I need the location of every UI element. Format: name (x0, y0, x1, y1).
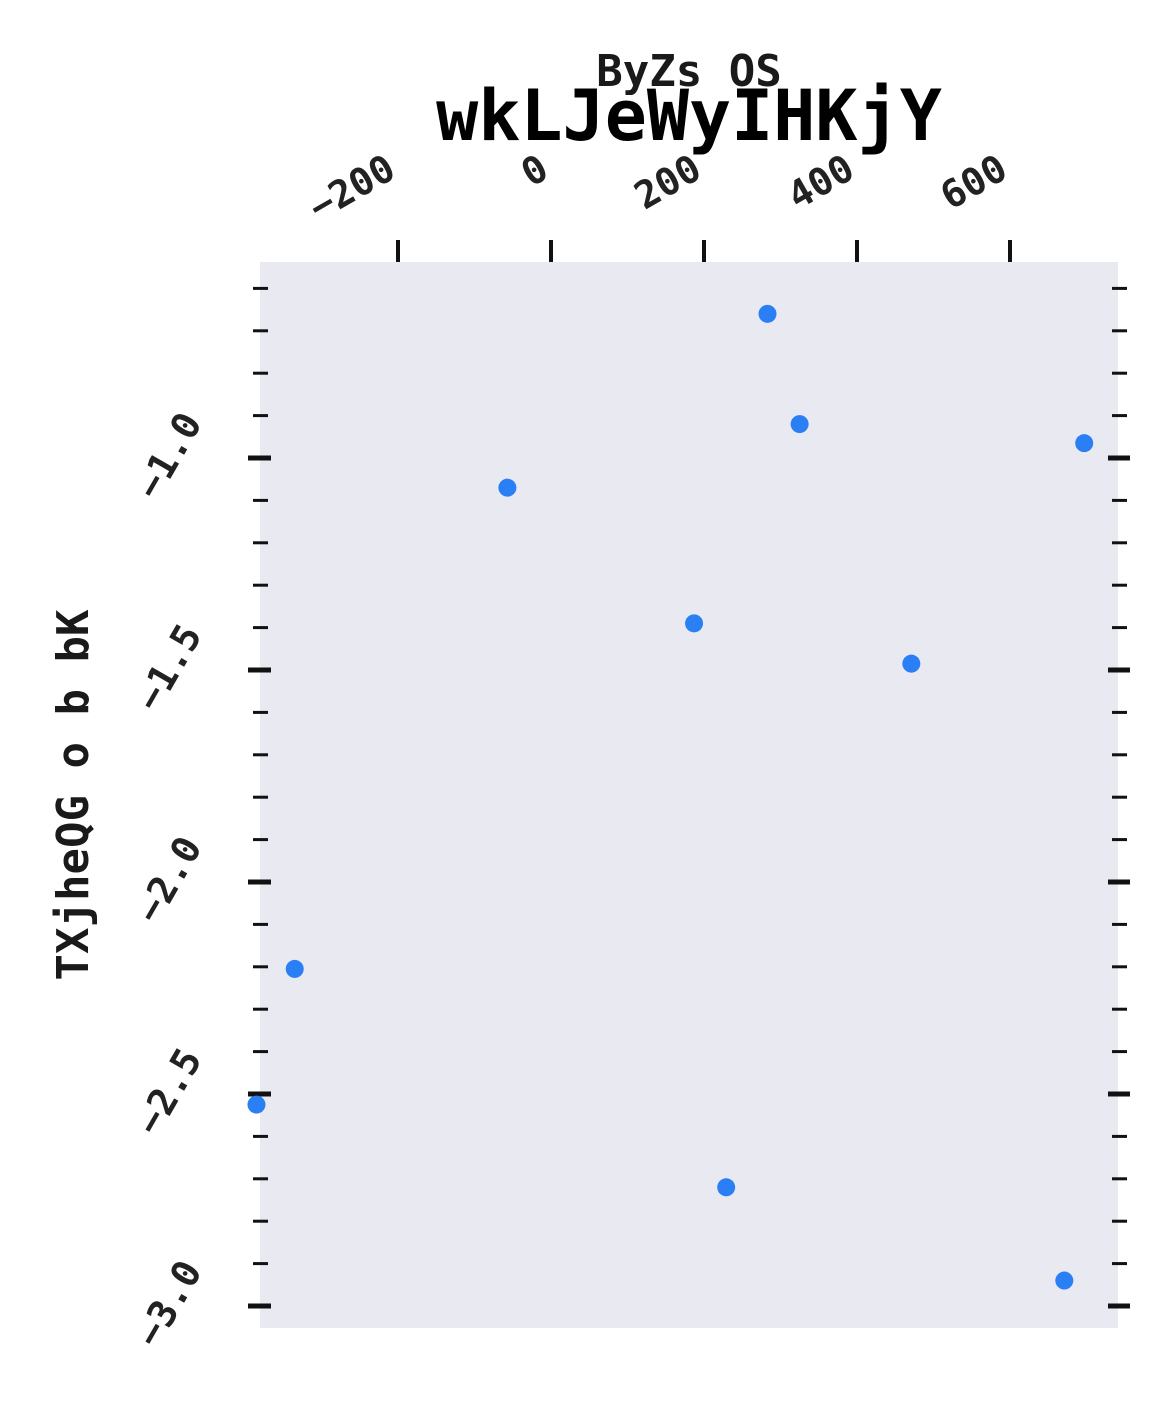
y-tick-label: −3.0 (127, 1253, 211, 1354)
data-point (902, 654, 921, 673)
data-point (758, 304, 777, 323)
data-point (1055, 1271, 1074, 1290)
data-points (247, 304, 1094, 1290)
data-point (790, 415, 809, 434)
x-tick-label: 600 (933, 146, 1014, 218)
x-tick-label: −200 (301, 146, 402, 230)
data-point (285, 959, 304, 978)
data-point (247, 1095, 266, 1114)
data-point (717, 1178, 736, 1197)
plot-background (260, 262, 1118, 1328)
y-tick-label: −1.5 (127, 617, 211, 718)
y-tick-label: −1.0 (127, 405, 211, 506)
data-point (685, 614, 704, 633)
data-point (1075, 434, 1094, 453)
y-axis-label: TXjheQG o b bK (48, 609, 99, 980)
x-axis-label: ByZs OS (596, 46, 781, 97)
chart-title: wkLJeWyIHKjY (436, 75, 942, 157)
y-tick-label: −2.0 (127, 829, 211, 930)
y-tick-label: −2.5 (127, 1041, 211, 1142)
data-point (498, 478, 517, 497)
